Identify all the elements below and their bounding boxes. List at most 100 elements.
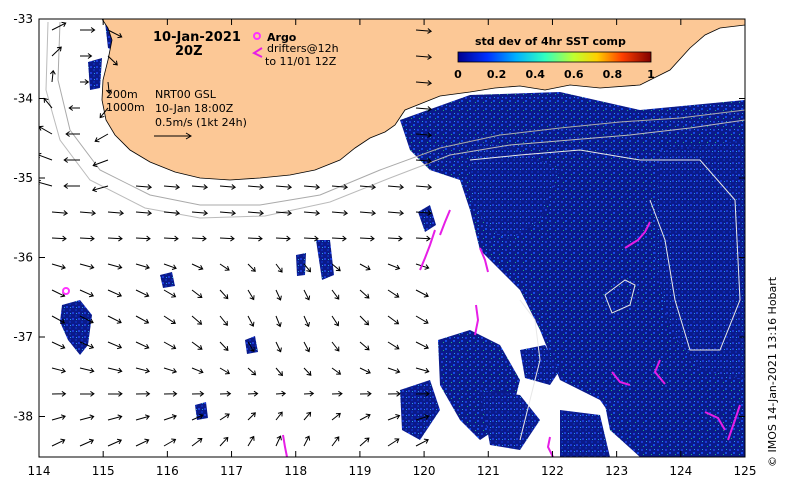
current-arrow	[163, 414, 177, 421]
current-arrow	[107, 390, 123, 397]
current-arrow	[107, 55, 118, 66]
current-arrow	[331, 235, 347, 242]
current-arrow	[219, 263, 230, 271]
current-arrow	[303, 263, 312, 273]
current-arrow	[275, 341, 282, 353]
current-arrow	[219, 436, 229, 447]
colorbar-tick-label: 0	[454, 68, 462, 81]
scale-arrow	[154, 132, 192, 140]
current-arrow	[163, 367, 178, 374]
current-arrow	[219, 315, 228, 326]
current-arrow	[65, 131, 80, 137]
current-arrow	[415, 414, 430, 421]
current-arrow	[219, 367, 231, 375]
lat-tick-label: -38	[13, 410, 33, 424]
current-arrow	[163, 263, 177, 270]
current-arrow	[135, 235, 151, 242]
current-arrow	[219, 289, 229, 300]
current-arrow	[219, 341, 229, 351]
current-arrow	[163, 315, 176, 325]
lon-tick-label: 124	[669, 464, 692, 478]
current-arrow	[191, 210, 209, 216]
current-arrow	[415, 367, 430, 374]
lat-tick-label: -35	[13, 171, 33, 185]
colorbar-ticks: 0 0.2 0.4 0.6 0.8 1	[454, 68, 655, 81]
drifter-legend-icon	[251, 47, 263, 58]
map-time: 20Z	[175, 44, 203, 59]
current-arrow	[107, 341, 123, 350]
current-arrows	[39, 21, 433, 447]
current-arrow	[191, 263, 204, 271]
current-arrow	[51, 315, 66, 324]
current-arrow	[191, 390, 205, 397]
lat-tick-label: -33	[13, 12, 33, 26]
current-arrow	[331, 436, 340, 447]
current-arrow	[303, 411, 312, 421]
current-arrow	[275, 289, 282, 301]
current-arrow	[135, 289, 150, 298]
current-arrow	[303, 210, 321, 216]
current-arrow	[303, 184, 321, 190]
current-arrow	[79, 289, 95, 298]
lon-tick-label: 120	[413, 464, 436, 478]
current-arrow	[51, 263, 66, 270]
current-arrow	[191, 438, 203, 447]
current-arrow	[387, 210, 405, 216]
current-arrow	[331, 263, 341, 272]
current-arrow	[415, 184, 433, 190]
lat-tick-label: -37	[13, 330, 33, 344]
current-arrow	[107, 414, 123, 421]
colorbar-tick-label: 0.2	[487, 68, 507, 81]
current-arrow	[387, 341, 400, 350]
current-arrow	[415, 210, 433, 216]
current-arrow	[107, 235, 123, 242]
current-arrow	[135, 341, 150, 350]
current-arrow	[163, 184, 181, 190]
current-arrow	[191, 341, 203, 350]
current-arrow	[191, 413, 204, 421]
current-arrow	[51, 235, 67, 242]
current-arrow	[191, 315, 203, 325]
current-arrow	[191, 184, 209, 190]
current-arrow	[247, 263, 256, 272]
current-arrow	[107, 263, 123, 270]
current-arrow	[359, 341, 370, 351]
current-arrow	[247, 390, 259, 397]
current-arrow	[79, 367, 95, 374]
current-arrow	[415, 132, 433, 138]
current-arrow	[135, 438, 150, 447]
current-arrow	[51, 46, 62, 57]
current-arrow	[191, 289, 203, 299]
current-arrow	[303, 289, 311, 301]
current-arrow	[415, 390, 430, 397]
current-arrow	[135, 315, 150, 324]
lon-tick-label: 123	[605, 464, 628, 478]
current-arrow	[135, 210, 153, 216]
current-arrow	[49, 69, 56, 83]
current-arrow	[415, 235, 431, 242]
current-arrow	[135, 414, 150, 421]
current-arrow	[275, 411, 283, 421]
current-arrow	[303, 235, 319, 242]
current-arrow	[331, 367, 342, 375]
current-arrow	[68, 105, 80, 111]
current-arrow	[387, 289, 400, 298]
colorbar	[457, 51, 652, 63]
current-arrow	[79, 414, 95, 421]
current-arrow	[415, 438, 429, 447]
colorbar-tick-label: 0.4	[525, 68, 545, 81]
lon-axis: 114 115 116 117 118 119 120 121 122 123 124 125	[28, 19, 756, 478]
current-arrow	[387, 263, 401, 271]
current-arrow	[51, 341, 66, 350]
contour-1000m	[45, 21, 745, 219]
current-arrow	[191, 367, 204, 374]
current-arrow	[303, 390, 315, 397]
current-arrow	[331, 390, 343, 397]
current-arrow	[387, 390, 401, 397]
current-arrow	[247, 412, 256, 421]
current-arrow	[247, 315, 255, 327]
current-arrow	[359, 437, 370, 447]
current-arrow	[219, 390, 232, 397]
current-arrow	[275, 367, 283, 377]
current-arrow	[51, 367, 67, 374]
